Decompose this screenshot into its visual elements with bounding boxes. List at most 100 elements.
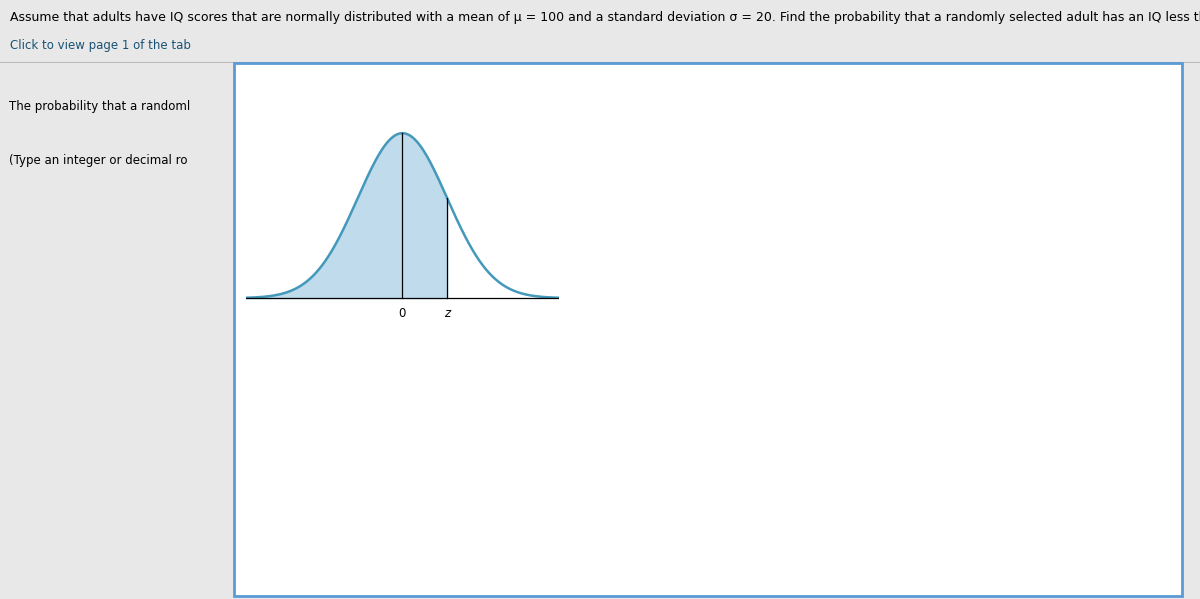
Text: .7019: .7019 xyxy=(610,420,642,430)
Text: .9222: .9222 xyxy=(527,526,559,536)
Text: .7486: .7486 xyxy=(940,432,971,441)
Text: .8997: .8997 xyxy=(1021,503,1054,512)
Text: .8577: .8577 xyxy=(940,479,971,489)
Text: Click to view page 1 of the tab: Click to view page 1 of the tab xyxy=(10,38,191,52)
Text: .7580: .7580 xyxy=(362,443,395,453)
Text: .8264: .8264 xyxy=(692,467,724,477)
Text: .6664: .6664 xyxy=(610,408,642,418)
Text: .9319: .9319 xyxy=(1104,526,1136,536)
Text: .8665: .8665 xyxy=(445,491,476,501)
Text: .8365: .8365 xyxy=(1021,467,1054,477)
Text: .6331: .6331 xyxy=(692,396,724,406)
Text: .9115: .9115 xyxy=(774,514,806,524)
Text: .7291: .7291 xyxy=(445,432,476,441)
Text: .9279: .9279 xyxy=(857,526,889,536)
Text: .9608: .9608 xyxy=(857,561,889,571)
Text: .9693: .9693 xyxy=(940,573,971,583)
Text: .9066: .9066 xyxy=(527,514,559,524)
Bar xyxy=(234,63,1182,92)
Text: .8340: .8340 xyxy=(940,467,971,477)
Text: .03: .03 xyxy=(617,347,635,361)
Text: .7157: .7157 xyxy=(940,420,971,430)
Text: .8944: .8944 xyxy=(774,503,806,512)
Text: .7852: .7852 xyxy=(1104,443,1136,453)
Text: .8869: .8869 xyxy=(445,503,476,512)
Text: .8708: .8708 xyxy=(610,491,642,501)
Text: .7734: .7734 xyxy=(774,443,806,453)
Text: .9207: .9207 xyxy=(445,526,476,536)
Text: .7357: .7357 xyxy=(610,432,642,441)
Text: .6950: .6950 xyxy=(445,420,476,430)
Text: 0: 0 xyxy=(398,307,406,320)
Text: .7910: .7910 xyxy=(445,455,476,465)
Text: .9177: .9177 xyxy=(1104,514,1136,524)
Text: .8531: .8531 xyxy=(774,479,806,489)
Text: .5636: .5636 xyxy=(857,373,888,383)
Text: .7967: .7967 xyxy=(610,455,642,465)
Text: .8849: .8849 xyxy=(362,503,395,512)
Text: The probability that a randoml: The probability that a randoml xyxy=(10,101,191,113)
Text: .5080: .5080 xyxy=(527,361,559,371)
Text: .04: .04 xyxy=(698,347,718,361)
Text: .06: .06 xyxy=(864,347,882,361)
Text: .6293: .6293 xyxy=(610,396,642,406)
Text: .6443: .6443 xyxy=(940,396,971,406)
Text: .5478: .5478 xyxy=(527,373,559,383)
Text: .9656: .9656 xyxy=(527,573,559,583)
Bar xyxy=(254,549,1162,561)
Text: .5279: .5279 xyxy=(940,361,971,371)
Text: .6985: .6985 xyxy=(527,420,559,430)
Text: .6844: .6844 xyxy=(1021,408,1054,418)
Bar xyxy=(254,407,1162,419)
Text: .9099: .9099 xyxy=(692,514,724,524)
Text: .9131: .9131 xyxy=(857,514,889,524)
Text: .8810: .8810 xyxy=(1021,491,1054,501)
Bar xyxy=(254,443,1162,454)
Text: .8186: .8186 xyxy=(445,467,476,477)
Text: .09: .09 xyxy=(1111,347,1129,361)
Text: .5438: .5438 xyxy=(445,373,476,383)
Text: .7764: .7764 xyxy=(857,443,889,453)
Bar xyxy=(254,572,1162,584)
Text: .9515: .9515 xyxy=(857,549,889,559)
Text: .9664: .9664 xyxy=(610,573,642,583)
Text: .7324: .7324 xyxy=(527,432,559,441)
Bar xyxy=(254,501,1162,513)
Bar xyxy=(254,561,1162,572)
Text: .5948: .5948 xyxy=(692,385,724,394)
Text: .05: .05 xyxy=(781,347,799,361)
Bar xyxy=(263,104,283,119)
Text: .8485: .8485 xyxy=(610,479,642,489)
Text: .7224: .7224 xyxy=(1104,420,1136,430)
Text: .9049: .9049 xyxy=(445,514,476,524)
Text: .9463: .9463 xyxy=(445,549,476,559)
Text: .8599: .8599 xyxy=(1021,479,1054,489)
Text: .6406: .6406 xyxy=(857,396,889,406)
Text: .5000: .5000 xyxy=(362,361,395,371)
Text: .7190: .7190 xyxy=(1021,420,1054,430)
Text: .8980: .8980 xyxy=(940,503,971,512)
Text: .01: .01 xyxy=(451,347,470,361)
Text: .9332: .9332 xyxy=(362,538,395,547)
Text: .7549: .7549 xyxy=(1104,432,1136,441)
Text: 0.9: 0.9 xyxy=(287,467,305,477)
Text: 1.2: 1.2 xyxy=(287,503,305,512)
Text: .9599: .9599 xyxy=(774,561,806,571)
Text: .6026: .6026 xyxy=(857,385,889,394)
Text: .6517: .6517 xyxy=(1104,396,1136,406)
Text: .8289: .8289 xyxy=(774,467,806,477)
Text: .8078: .8078 xyxy=(940,455,971,465)
Text: .7054: .7054 xyxy=(692,420,724,430)
Text: .8925: .8925 xyxy=(692,503,724,512)
Text: Standard Normal (z) Distribution: Cumulative Area from the LEFT: Standard Normal (z) Distribution: Cumula… xyxy=(366,326,751,339)
Text: .9564: .9564 xyxy=(445,561,476,571)
Text: 1.7: 1.7 xyxy=(287,561,305,571)
Text: .8159: .8159 xyxy=(362,467,395,477)
Bar xyxy=(254,454,1162,466)
Text: 0.6: 0.6 xyxy=(287,432,305,441)
Text: .7794: .7794 xyxy=(940,443,971,453)
Bar xyxy=(254,348,1162,586)
Text: .9406: .9406 xyxy=(857,538,889,547)
Text: .9265: .9265 xyxy=(774,526,806,536)
Text: .9484: .9484 xyxy=(610,549,642,559)
